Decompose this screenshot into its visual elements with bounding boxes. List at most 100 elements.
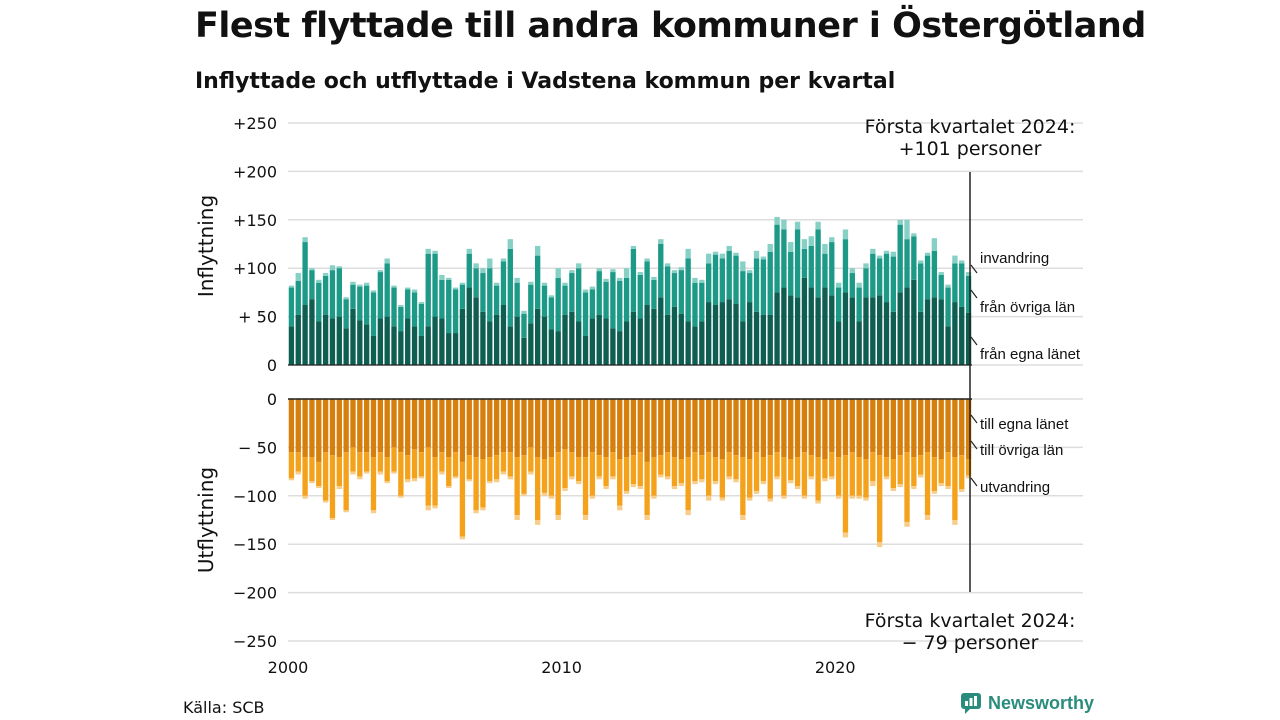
bar-in-invandring: [493, 282, 500, 286]
bar-out-egna: [596, 399, 602, 456]
bar-in-ovriga: [610, 272, 616, 329]
bar-in-ovriga: [363, 285, 370, 325]
bar-in-ovriga: [651, 279, 657, 309]
bar-out-ovriga: [480, 459, 486, 508]
bar-out-utvandring: [521, 493, 527, 496]
x-tick-label: 2020: [815, 658, 856, 677]
bar-out-egna: [658, 399, 664, 456]
bar-in-invandring: [576, 263, 582, 269]
bar-out-ovriga: [329, 455, 336, 519]
bar-in-ovriga: [521, 313, 527, 338]
bar-out-ovriga: [788, 459, 794, 481]
bar-out-utvandring: [863, 497, 869, 501]
y-tick-label: − 50: [238, 438, 277, 457]
bar-in-invandring: [945, 284, 951, 288]
bar-out-utvandring: [767, 498, 773, 502]
bar-out-utvandring: [363, 471, 370, 474]
bar-in-egna: [911, 279, 917, 365]
bar-out-ovriga: [705, 452, 712, 496]
bar-in-invandring: [534, 245, 541, 256]
bar-in-egna: [733, 304, 739, 365]
bar-out-ovriga: [596, 455, 602, 477]
bar-in-invandring: [965, 272, 972, 276]
bar-in-egna: [692, 326, 698, 365]
bar-in-invandring: [863, 263, 869, 269]
bar-out-ovriga: [829, 452, 835, 477]
bar-out-utvandring: [425, 505, 431, 511]
bar-in-ovriga: [918, 263, 924, 312]
bar-out-egna: [897, 399, 903, 456]
bar-out-utvandring: [808, 476, 814, 480]
bar-in-ovriga: [432, 253, 438, 317]
bar-out-ovriga: [767, 455, 773, 499]
bar-in-ovriga: [719, 258, 726, 303]
bar-out-egna: [733, 399, 739, 456]
bar-in-invandring: [452, 287, 459, 290]
bar-out-egna: [487, 399, 493, 458]
bar-out-ovriga: [582, 457, 589, 516]
bar-out-egna: [644, 399, 650, 462]
bar-out-utvandring: [712, 481, 719, 485]
bar-out-ovriga: [740, 457, 746, 516]
bar-out-egna: [384, 399, 390, 458]
bar-out-ovriga: [870, 452, 876, 482]
bar-in-invandring: [692, 277, 698, 283]
bar-out-ovriga: [500, 452, 507, 472]
bar-in-ovriga: [569, 273, 575, 312]
bar-out-egna: [822, 399, 828, 460]
bar-out-ovriga: [794, 457, 801, 487]
bar-in-ovriga: [487, 268, 493, 322]
bar-in-egna: [965, 312, 972, 365]
bar-in-egna: [747, 302, 753, 365]
bar-out-utvandring: [637, 486, 643, 490]
axis-ticks: +250 +200 +150 +100 + 50 0 0 − 50 −100 −150 −200 −2…: [233, 114, 971, 677]
bar-in-ovriga: [425, 253, 431, 327]
bar-out-utvandring: [343, 510, 349, 513]
bar-out-egna: [719, 399, 726, 460]
bar-out-egna: [815, 399, 821, 458]
bar-in-invandring: [288, 285, 295, 288]
bar-out-utvandring: [562, 488, 568, 491]
x-tick-label: 2010: [541, 658, 582, 677]
bar-out-utvandring: [945, 486, 951, 490]
bar-out-ovriga: [699, 455, 705, 480]
bar-out-ovriga: [562, 449, 568, 489]
bar-in-invandring: [815, 221, 821, 230]
bar-out-egna: [870, 399, 876, 453]
bar-out-egna: [411, 399, 418, 450]
bar-in-invandring: [446, 277, 452, 280]
bar-out-ovriga: [965, 459, 972, 476]
bar-in-ovriga: [794, 229, 801, 298]
bar-in-invandring: [835, 282, 842, 288]
bar-out-utvandring: [890, 488, 897, 491]
bar-out-utvandring: [534, 520, 541, 525]
bar-in-ovriga: [849, 273, 855, 298]
bar-in-invandring: [610, 269, 616, 273]
bar-out-utvandring: [377, 471, 384, 475]
bar-out-egna: [521, 399, 527, 456]
bar-in-egna: [493, 314, 500, 365]
segment-label: utvandring: [980, 479, 1050, 496]
bar-out-ovriga: [781, 457, 787, 496]
bar-out-utvandring: [322, 500, 329, 503]
segment-labels: invandring från övriga län från egna länet…: [970, 250, 1081, 496]
annotation-text: Första kvartalet 2024:: [865, 610, 1076, 632]
bar-in-egna: [363, 324, 370, 365]
bar-in-ovriga: [377, 272, 384, 319]
bar-in-egna: [384, 316, 390, 365]
bar-in-ovriga: [774, 224, 780, 293]
bar-out-utvandring: [781, 495, 787, 499]
bar-in-ovriga: [781, 229, 787, 288]
bar-out-egna: [288, 399, 295, 453]
bar-in-egna: [630, 311, 637, 365]
bar-in-egna: [658, 297, 664, 365]
bar-out-ovriga: [439, 452, 445, 472]
bar-in-invandring: [637, 272, 643, 275]
bar-out-egna: [651, 399, 657, 458]
bar-in-ovriga: [959, 263, 965, 307]
bar-in-egna: [521, 337, 527, 365]
bar-out-utvandring: [685, 510, 691, 516]
bar-in-ovriga: [644, 261, 650, 305]
bar-in-ovriga: [637, 274, 643, 319]
bar-in-ovriga: [343, 299, 349, 329]
